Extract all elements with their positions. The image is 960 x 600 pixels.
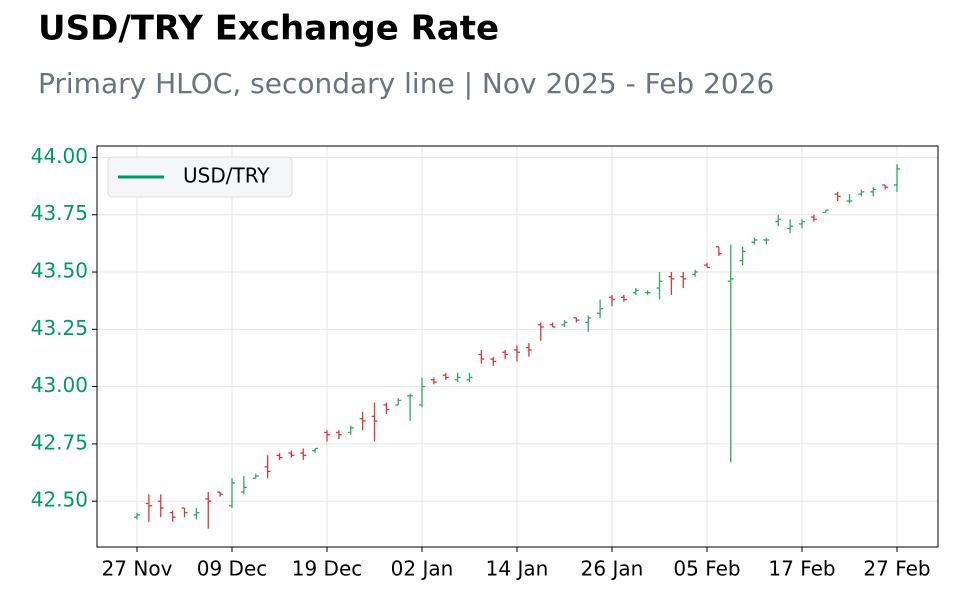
ohlc-bar <box>739 246 746 266</box>
axes: 42.50 42.75 43.00 43.25 43.50 43.75 44.00 27 No… <box>31 144 931 581</box>
legend-label: USD/TRY <box>183 164 270 188</box>
ohlc-bar <box>134 512 140 520</box>
ohlc-bar <box>383 402 390 415</box>
x-tick-label: 17 Feb <box>768 557 835 581</box>
ohlc-bar <box>680 272 687 289</box>
ohlc-bar <box>537 322 544 341</box>
ohlc-bar <box>810 214 817 222</box>
ohlc-bar <box>430 377 437 385</box>
ohlc-bar <box>217 491 224 497</box>
ohlc-bar <box>466 372 473 383</box>
ohlc-bar <box>276 453 283 460</box>
x-tick-label: 26 Jan <box>581 557 644 581</box>
ohlc-bar <box>454 372 461 383</box>
ohlc-bar <box>692 269 699 277</box>
legend: USD/TRY <box>107 156 293 198</box>
ohlc-bar <box>620 294 627 302</box>
ohlc-bar <box>157 494 164 518</box>
ohlc-bar <box>419 377 425 408</box>
chart-title: USD/TRY Exchange Rate <box>38 9 499 49</box>
ohlc-bar <box>727 244 734 463</box>
y-tick-label: 42.75 <box>31 430 88 454</box>
ohlc-bar <box>775 214 782 227</box>
chart-subtitle: Primary HLOC, secondary line | Nov 2025 … <box>38 67 774 100</box>
ohlc-bar <box>858 189 865 197</box>
ohlc-bar <box>715 246 722 256</box>
y-tick-label: 44.00 <box>31 144 88 168</box>
ohlc-bar <box>359 411 366 431</box>
ohlc-bar <box>585 315 592 332</box>
ohlc-bar <box>205 492 212 529</box>
y-tick-label: 42.50 <box>31 488 88 512</box>
ohlc-bar <box>763 237 770 245</box>
ohlc-bar <box>609 294 615 307</box>
ohlc-bar <box>704 262 710 269</box>
ohlc-bar <box>229 478 235 509</box>
ohlc-bar <box>632 288 639 295</box>
ohlc-bar <box>549 322 556 328</box>
ohlc-bar <box>846 194 853 204</box>
ohlc-bar <box>870 187 877 197</box>
ohlc-bar <box>787 219 794 234</box>
x-tick-label: 27 Feb <box>863 557 930 581</box>
ohlc-bar <box>822 209 829 214</box>
ohlc-bar <box>502 349 509 360</box>
ohlc-bar <box>288 450 295 458</box>
x-tick-label: 19 Dec <box>292 557 363 581</box>
ohlc-bar <box>181 507 188 518</box>
y-tick-label: 43.75 <box>31 201 88 225</box>
ohlc-bar <box>514 345 520 362</box>
ohlc-bar <box>656 272 663 300</box>
ohlc-bar <box>525 343 532 357</box>
ohlc-bar <box>240 475 247 495</box>
ohlc-bar <box>347 425 354 435</box>
legend-box <box>107 156 293 198</box>
ohlc-bar <box>799 219 805 229</box>
ohlc-bar <box>834 191 841 201</box>
ohlc-bar <box>324 430 330 442</box>
ohlc-bar <box>335 430 342 440</box>
grid <box>97 146 938 547</box>
ohlc-bar <box>395 398 402 406</box>
x-tick-label: 09 Dec <box>197 557 268 581</box>
ohlc-bar <box>668 272 675 295</box>
ohlc-bar <box>751 237 758 245</box>
y-tick-label: 43.25 <box>31 316 88 340</box>
ohlc-bar <box>442 372 449 380</box>
ohlc-bar <box>300 448 307 460</box>
ohlc-bar <box>145 494 152 522</box>
ohlc-bar <box>312 447 319 454</box>
ohlc-bar <box>478 349 485 364</box>
ohlc-bar <box>407 393 414 421</box>
y-tick-label: 43.50 <box>31 259 88 283</box>
ohlc-bar <box>490 356 497 366</box>
ohlc-bar <box>193 508 200 520</box>
ohlc-bar <box>169 510 176 522</box>
ohlc-bar <box>882 184 889 190</box>
ohlc-bar <box>644 290 651 295</box>
ohlc-bar <box>561 320 568 328</box>
ohlc-bar <box>573 317 580 323</box>
ohlc-bar <box>894 164 900 192</box>
x-tick-label: 27 Nov <box>102 557 173 581</box>
ohlc-bar <box>252 473 259 479</box>
ohlc-bar <box>371 402 378 442</box>
x-tick-label: 02 Jan <box>391 557 454 581</box>
x-tick-label: 14 Jan <box>486 557 549 581</box>
ohlc-bar <box>597 299 604 318</box>
x-tick-label: 05 Feb <box>673 557 740 581</box>
ohlc-bar <box>264 455 271 479</box>
plot-marks <box>134 164 900 529</box>
y-tick-label: 43.00 <box>31 373 88 397</box>
